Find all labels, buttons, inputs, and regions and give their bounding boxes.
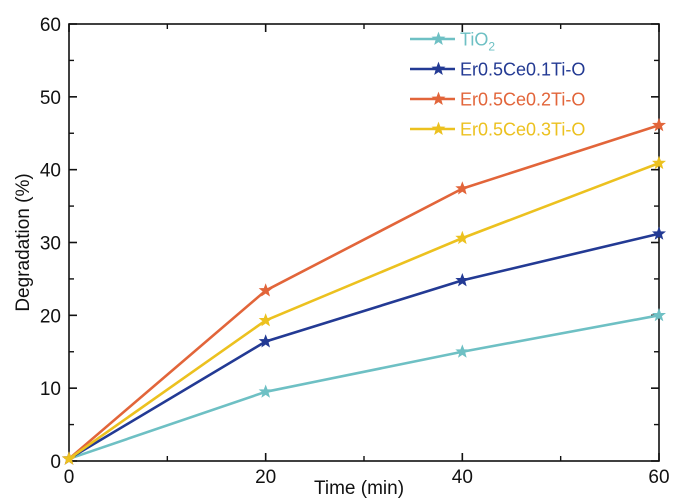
legend-item: TiO2 xyxy=(410,30,495,54)
x-tick-label: 60 xyxy=(648,467,669,488)
legend-item: Er0.5Ce0.3Ti-O xyxy=(410,120,585,140)
legend-star-icon xyxy=(431,61,446,75)
legend-star-icon xyxy=(431,121,446,135)
legend-label-text: TiO xyxy=(460,30,488,50)
legend-label: Er0.5Ce0.3Ti-O xyxy=(460,120,585,140)
y-tick-label: 50 xyxy=(40,88,61,109)
x-tick-label: 20 xyxy=(255,467,276,488)
series-1 xyxy=(62,226,666,465)
data-point-star xyxy=(455,273,470,287)
data-point-star xyxy=(455,230,470,245)
legend-star-icon xyxy=(431,91,446,105)
x-axis-title: Time (min) xyxy=(314,478,404,499)
series-3 xyxy=(62,155,666,465)
legend-item: Er0.5Ce0.2Ti-O xyxy=(410,90,585,110)
legend-label-subscript: 2 xyxy=(488,40,495,54)
y-tick-label: 20 xyxy=(40,306,61,327)
series-2 xyxy=(62,117,666,465)
data-point-star xyxy=(258,334,273,348)
legend: TiO2 Er0.5Ce0.1Ti-O Er0.5Ce0.2Ti-O Er0.5Ce0… xyxy=(410,30,585,140)
y-tick-label: 10 xyxy=(40,379,61,400)
x-tick-label: 40 xyxy=(452,467,473,488)
legend-label-text: Er0.5Ce0.2Ti-O xyxy=(460,90,585,110)
data-point-star xyxy=(455,344,470,358)
series-line xyxy=(68,232,660,460)
y-axis-title: Degradation (%) xyxy=(13,173,34,311)
series-line xyxy=(68,124,660,460)
data-point-star xyxy=(258,283,273,297)
series-layer xyxy=(62,117,666,465)
y-tick-label: 40 xyxy=(40,161,61,182)
legend-label: Er0.5Ce0.2Ti-O xyxy=(460,90,585,110)
data-point-star xyxy=(258,313,273,327)
series-line xyxy=(68,161,660,460)
legend-item: Er0.5Ce0.1Ti-O xyxy=(410,60,585,80)
data-point-star xyxy=(455,181,470,195)
series-line xyxy=(68,314,660,461)
legend-label-text: Er0.5Ce0.1Ti-O xyxy=(460,60,585,80)
data-point-star xyxy=(62,451,76,465)
y-tick-label: 30 xyxy=(40,234,61,255)
legend-label-text: Er0.5Ce0.3Ti-O xyxy=(460,120,585,140)
data-point-star xyxy=(652,117,666,132)
y-tick-label: 0 xyxy=(50,452,61,473)
legend-label: TiO2 xyxy=(460,30,495,54)
legend-label: Er0.5Ce0.1Ti-O xyxy=(460,60,585,80)
data-point-star xyxy=(652,226,666,240)
data-point-star xyxy=(652,155,666,170)
data-point-star xyxy=(652,307,666,322)
data-point-star xyxy=(258,384,273,398)
legend-star-icon xyxy=(431,31,446,45)
x-tick-label: 0 xyxy=(64,467,75,488)
y-tick-label: 60 xyxy=(40,15,61,36)
